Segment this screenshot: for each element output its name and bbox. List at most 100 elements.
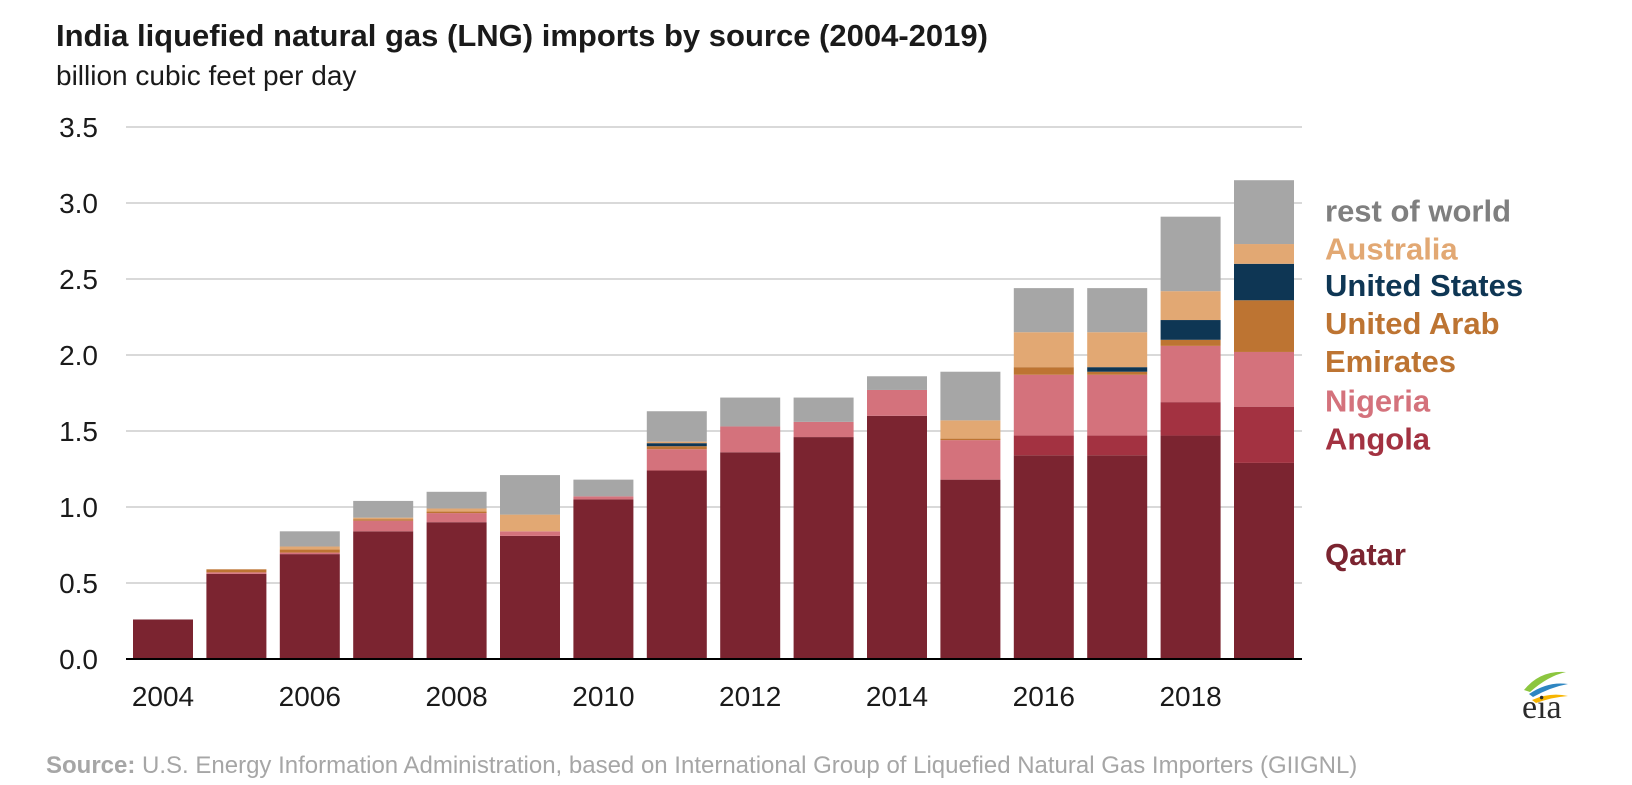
bar-segment-rest-of-world-2007: [353, 500, 414, 518]
y-tick-label: 1.0: [59, 492, 98, 523]
bar-segment-nigeria-2011: [646, 449, 707, 471]
x-tick-label: 2008: [425, 681, 487, 712]
bar-segment-nigeria-2005: [206, 572, 267, 574]
bar-segment-united-arab-emirates-2005: [206, 569, 267, 573]
legend-label: United States: [1325, 268, 1523, 303]
bar-segment-rest-of-world-2009: [500, 475, 560, 515]
bar-segment-australia-2018: [1160, 291, 1221, 321]
bar-segment-qatar-2013: [793, 437, 854, 659]
bar-segment-qatar-2005: [206, 573, 267, 659]
legend-label: United Arab: [1325, 306, 1500, 341]
bar-segment-rest-of-world-2019: [1234, 180, 1294, 245]
bar-segment-qatar-2008: [426, 522, 487, 659]
source-note: Source: U.S. Energy Information Administ…: [46, 752, 1357, 780]
eia-logo-text: eia: [1522, 689, 1562, 726]
x-tick-label: 2018: [1159, 681, 1221, 712]
bar-segment-united-arab-emirates-2019: [1234, 300, 1294, 352]
bar-segment-qatar-2017: [1087, 455, 1148, 659]
x-tick-label: 2016: [1013, 681, 1075, 712]
bar-segment-australia-2016: [1013, 332, 1074, 368]
chart-subtitle: billion cubic feet per day: [56, 60, 357, 91]
x-tick-label: 2004: [132, 681, 194, 712]
bar-segment-nigeria-2014: [867, 389, 927, 416]
legend-label: Australia: [1325, 232, 1458, 267]
bar-segment-australia-2019: [1234, 244, 1294, 264]
bar-segment-nigeria-2015: [940, 440, 1001, 480]
bar-segment-australia-2015: [940, 420, 1001, 439]
bar-segment-united-states-2019: [1234, 263, 1294, 301]
bar-segment-rest-of-world-2017: [1087, 288, 1148, 333]
bar-segment-nigeria-2016: [1013, 374, 1074, 436]
bar-segment-rest-of-world-2006: [279, 531, 340, 547]
bar-segment-australia-2009: [500, 514, 560, 532]
bar-segment-qatar-2004: [133, 619, 193, 659]
y-tick-label: 3.0: [59, 188, 98, 219]
y-tick-label: 0.5: [59, 568, 98, 599]
legend-label: Qatar: [1325, 537, 1406, 572]
y-tick-label: 1.5: [59, 416, 98, 447]
bar-segment-australia-2007: [353, 517, 414, 520]
y-tick-label: 2.5: [59, 264, 98, 295]
bar-segment-nigeria-2009: [500, 531, 560, 536]
y-tick-label: 3.5: [59, 112, 98, 143]
eia-leaf-icon: [1524, 671, 1568, 703]
bar-segment-united-arab-emirates-2015: [940, 438, 1001, 441]
bar-segment-united-arab-emirates-2016: [1013, 367, 1074, 375]
bar-segment-rest-of-world-2015: [940, 371, 1001, 421]
bar-segment-qatar-2006: [279, 554, 340, 659]
bar-segment-qatar-2007: [353, 531, 414, 659]
bar-segment-rest-of-world-2010: [573, 479, 634, 497]
bar-segment-rest-of-world-2013: [793, 397, 854, 422]
bar-segment-united-arab-emirates-2008: [426, 511, 487, 514]
bar-segment-qatar-2011: [646, 470, 707, 659]
bar-segment-nigeria-2012: [720, 426, 781, 453]
bar-segment-rest-of-world-2011: [646, 411, 707, 442]
legend-label: rest of world: [1325, 194, 1511, 229]
bar-segment-nigeria-2019: [1234, 351, 1294, 407]
bar-segment-united-states-2011: [646, 443, 707, 447]
bar-segment-qatar-2016: [1013, 455, 1074, 659]
x-tick-label: 2010: [572, 681, 634, 712]
bar-segment-united-arab-emirates-2017: [1087, 371, 1148, 375]
bar-segment-rest-of-world-2018: [1160, 216, 1221, 292]
bar-segment-nigeria-2018: [1160, 345, 1221, 403]
legend-label: Nigeria: [1325, 384, 1431, 419]
bar-segment-qatar-2015: [940, 479, 1001, 659]
bar-segment-nigeria-2013: [793, 421, 854, 438]
y-tick-label: 2.0: [59, 340, 98, 371]
bar-segment-united-arab-emirates-2006: [279, 549, 340, 553]
bar-segment-nigeria-2006: [279, 552, 340, 555]
bar-segment-nigeria-2017: [1087, 374, 1148, 436]
bar-segment-nigeria-2010: [573, 496, 634, 500]
bar-segment-united-states-2017: [1087, 367, 1148, 372]
bar-segment-angola-2017: [1087, 435, 1148, 456]
chart-title: India liquefied natural gas (LNG) import…: [56, 18, 988, 53]
bar-segment-qatar-2014: [867, 415, 927, 659]
bar-segment-qatar-2009: [500, 535, 560, 659]
bar-segment-australia-2017: [1087, 332, 1148, 368]
x-tick-label: 2006: [279, 681, 341, 712]
bar-segment-qatar-2012: [720, 452, 781, 659]
bar-segment-australia-2006: [279, 546, 340, 550]
bar-segment-rest-of-world-2012: [720, 397, 781, 427]
source-text: U.S. Energy Information Administration, …: [135, 752, 1358, 779]
x-tick-label: 2012: [719, 681, 781, 712]
bar-segment-angola-2019: [1234, 406, 1294, 463]
bar-segment-nigeria-2008: [426, 513, 487, 523]
x-tick-label: 2014: [866, 681, 928, 712]
source-label: Source:: [46, 752, 136, 779]
legend-label: Angola: [1325, 422, 1431, 457]
bar-segment-united-states-2018: [1160, 320, 1221, 340]
bar-segment-rest-of-world-2014: [867, 376, 927, 390]
legend-label: Emirates: [1325, 344, 1456, 379]
bar-segment-rest-of-world-2016: [1013, 288, 1074, 333]
bar-segment-rest-of-world-2008: [426, 491, 487, 509]
bar-segment-angola-2016: [1013, 435, 1074, 456]
bar-segment-qatar-2010: [573, 499, 634, 659]
bar-segment-united-arab-emirates-2011: [646, 446, 707, 450]
y-tick-label: 0.0: [59, 644, 98, 675]
bar-segment-australia-2008: [426, 508, 487, 512]
bar-segment-united-arab-emirates-2007: [353, 519, 414, 521]
bar-segment-australia-2011: [646, 441, 707, 444]
